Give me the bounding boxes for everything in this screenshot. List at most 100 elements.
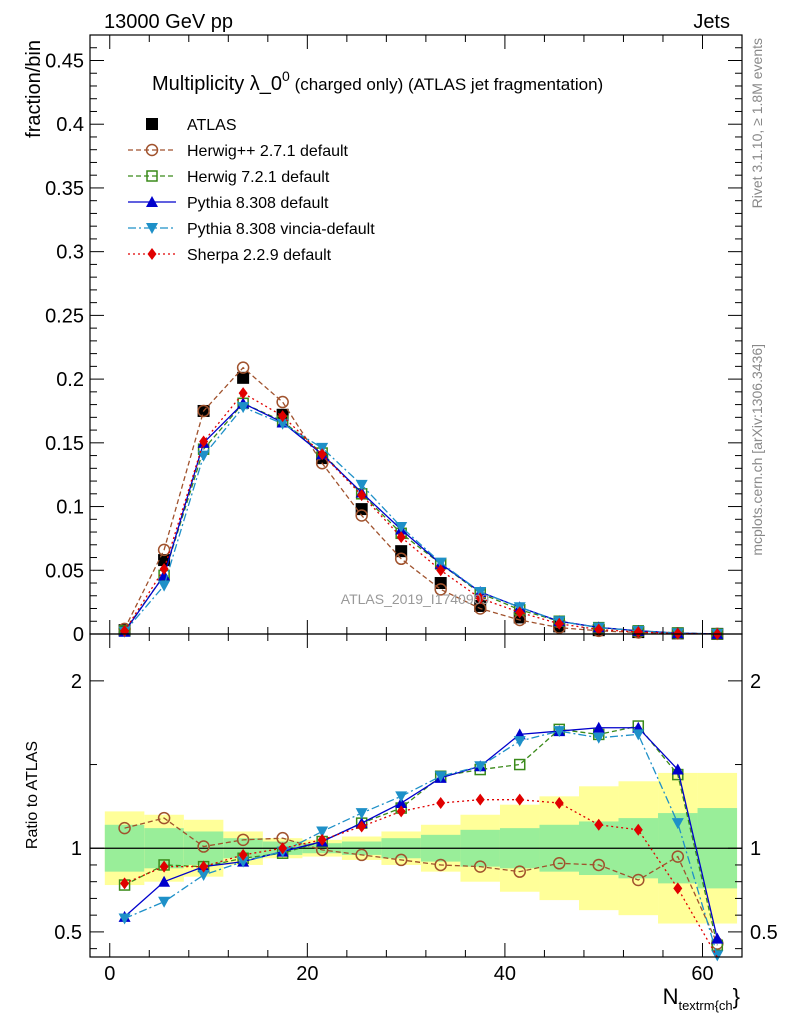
main-ytick-label: 0: [73, 624, 84, 646]
point-sherpa-2-2-9-default: [515, 606, 525, 619]
point-pythia-8-308-vincia-default: [197, 450, 210, 462]
point-sherpa-2-2-9-default: [633, 625, 643, 638]
ratio-point-pythia-8-308-vincia-default: [118, 913, 131, 925]
ratio-point-sherpa-2-2-9-default: [475, 793, 485, 806]
ratio-point-pythia-8-308-vincia-default: [553, 726, 566, 738]
axis-labels: 0 0.05 0.1 0.15 0.2 0.25 0.3 0.35 0.4 0.45 0 20 40 60…: [45, 50, 778, 985]
ratio-point-herwig-2-7-1-default: [236, 833, 250, 847]
main-ytick-label: 0.25: [45, 305, 84, 327]
legend-entry-pythia-8-308-default: Pythia 8.308 default: [128, 195, 329, 212]
main-ytick-label: 0.05: [45, 560, 84, 582]
point-sherpa-2-2-9-default: [436, 564, 446, 577]
legend-label: Herwig 7.2.1 default: [187, 169, 330, 186]
ratio-point-herwig-2-7-1-default: [592, 858, 606, 872]
ratio-ytick-label-right: 0.5: [750, 922, 778, 944]
ratio-point-pythia-8-308-vincia-default: [237, 856, 250, 868]
ratio-point-pythia-8-308-default: [592, 721, 605, 733]
legend-marker: [146, 170, 158, 182]
point-sherpa-2-2-9-default: [594, 623, 604, 636]
main-ytick-label: 0.35: [45, 178, 84, 200]
point-herwig-2-7-1-default: [276, 395, 289, 409]
point-herwig-2-7-1-default: [236, 361, 250, 374]
ratio-point-herwig-2-7-1-default: [473, 860, 487, 873]
point-sherpa-2-2-9-default: [278, 410, 288, 423]
legend-marker: [145, 143, 159, 157]
main-title: Multiplicity λ_00 (charged only) (ATLAS …: [152, 68, 603, 95]
ratio-point-herwig-2-7-1-default: [118, 821, 131, 835]
point-atlas: [434, 577, 447, 590]
point-sherpa-2-2-9-default: [475, 592, 485, 605]
point-pythia-8-308-vincia-default: [237, 402, 250, 414]
legend-label: Pythia 8.308 vincia-default: [187, 221, 375, 238]
ratio-ytick-label-right: 2: [750, 671, 761, 693]
legend-label: Sherpa 2.2.9 default: [187, 247, 332, 264]
ratio-point-sherpa-2-2-9-default: [317, 833, 327, 846]
legend: ATLAS Herwig++ 2.7.1 default Herwig 7.2.1 …: [128, 117, 375, 264]
ratio-point-pythia-8-308-vincia-default: [474, 761, 487, 773]
ratio-line-herwig-7-2-1-default: [124, 725, 718, 946]
point-herwig-2-7-1-default: [394, 552, 408, 566]
series-line-sherpa-2-2-9-default: [124, 392, 718, 635]
ratio-line-pythia-8-308-default: [124, 727, 718, 939]
main-ytick-label: 0.4: [56, 114, 84, 136]
ratio-ytick-label-left: 1: [71, 838, 82, 860]
point-herwig-2-7-1-default: [157, 543, 171, 557]
main-y-axis-label: fraction/bin: [23, 40, 45, 138]
xtick-label: 40: [494, 963, 516, 985]
legend-label: ATLAS: [187, 117, 237, 134]
ratio-uncertainty-bands: [90, 772, 742, 924]
point-herwig-2-7-1-default: [197, 404, 210, 418]
point-herwig-2-7-1-default: [355, 509, 368, 522]
ratio-y-axis-label: Ratio to ATLAS: [24, 741, 41, 849]
axis-ticks: [90, 35, 742, 957]
ratio-panel-frame: [89, 633, 743, 958]
main-ytick-label: 0.3: [56, 242, 84, 264]
ratio-point-sherpa-2-2-9-default: [120, 877, 130, 890]
ratio-point-sherpa-2-2-9-default: [554, 797, 564, 810]
ratio-point-herwig-2-7-1-default: [157, 811, 171, 825]
point-sherpa-2-2-9-default: [159, 563, 169, 576]
point-sherpa-2-2-9-default: [199, 435, 209, 448]
bottom-side-label: mcplots.cern.ch [arXiv:1306.3436]: [749, 344, 765, 556]
ratio-point-herwig-2-7-1-default: [513, 865, 526, 878]
ratio-point-pythia-8-308-default: [158, 875, 171, 887]
x-axis-label: Ntextrm{ch}: [663, 984, 740, 1013]
ratio-point-sherpa-2-2-9-default: [357, 820, 367, 833]
legend-entry-herwig-2-7-1-default: Herwig++ 2.7.1 default: [128, 143, 349, 160]
ratio-point-herwig-2-7-1-default: [632, 873, 645, 887]
point-pythia-8-308-vincia-default: [355, 479, 368, 491]
xtick-label: 60: [691, 963, 713, 985]
ratio-point-herwig-7-2-1-default: [513, 758, 526, 771]
ratio-series: [118, 720, 724, 962]
ratio-point-sherpa-2-2-9-default: [396, 805, 406, 818]
top-side-label: Rivet 3.1.10, ≥ 1.8M events: [749, 38, 765, 208]
ratio-point-herwig-2-7-1-default: [394, 853, 408, 867]
main-ytick-label: 0.45: [45, 50, 84, 72]
point-atlas: [355, 503, 368, 516]
point-pythia-8-308-vincia-default: [434, 557, 447, 569]
xtick-label: 0: [104, 963, 115, 985]
header-left: 13000 GeV pp: [104, 11, 233, 33]
ratio-point-pythia-8-308-vincia-default: [434, 771, 447, 783]
ratio-point-herwig-2-7-1-default: [434, 858, 447, 872]
ratio-line-pythia-8-308-vincia-default: [124, 730, 718, 956]
ratio-point-sherpa-2-2-9-default: [673, 882, 683, 895]
point-pythia-8-308-vincia-default: [158, 580, 171, 592]
ratio-point-pythia-8-308-vincia-default: [355, 808, 368, 820]
ratio-ytick-label-left: 0.5: [54, 922, 82, 944]
ratio-point-pythia-8-308-vincia-default: [395, 791, 408, 803]
point-pythia-8-308-vincia-default: [395, 521, 408, 533]
ratio-point-sherpa-2-2-9-default: [436, 797, 446, 810]
ratio-point-sherpa-2-2-9-default: [199, 860, 209, 873]
point-sherpa-2-2-9-default: [554, 617, 564, 630]
point-sherpa-2-2-9-default: [238, 387, 248, 400]
main-ytick-label: 0.1: [56, 497, 84, 519]
legend-entry-pythia-8-308-vincia-default: Pythia 8.308 vincia-default: [128, 221, 375, 238]
ratio-point-sherpa-2-2-9-default: [515, 793, 525, 806]
legend-entry-atlas: ATLAS: [146, 117, 237, 134]
main-ytick-label: 0.2: [56, 369, 84, 391]
legend-entry-sherpa-2-2-9-default: Sherpa 2.2.9 default: [128, 247, 332, 264]
ratio-point-pythia-8-308-vincia-default: [671, 818, 684, 830]
ratio-point-pythia-8-308-vincia-default: [197, 869, 210, 881]
